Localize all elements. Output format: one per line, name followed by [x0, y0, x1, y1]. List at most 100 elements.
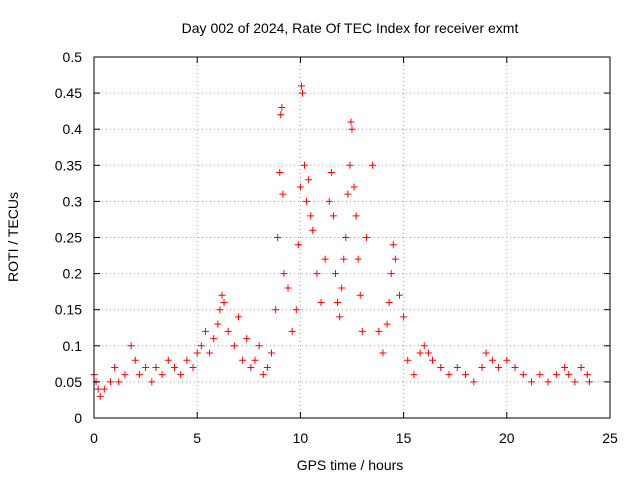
data-point: [148, 378, 156, 386]
data-point: [201, 327, 209, 335]
data-point: [470, 378, 478, 386]
y-tick-label: 0: [74, 410, 82, 426]
y-tick-label: 0.5: [63, 49, 83, 65]
data-point: [317, 298, 325, 306]
data-point: [503, 356, 511, 364]
data-point: [488, 356, 496, 364]
data-point: [321, 255, 329, 263]
data-point: [352, 212, 360, 220]
data-point: [348, 125, 356, 133]
y-tick-label: 0.15: [55, 302, 82, 318]
data-point: [404, 356, 412, 364]
data-point: [387, 270, 395, 278]
data-point: [307, 212, 315, 220]
data-point: [336, 313, 344, 321]
data-point: [342, 234, 350, 241]
data-point: [276, 169, 284, 177]
data-point: [298, 89, 306, 97]
data-point: [327, 169, 335, 177]
data-point: [218, 291, 226, 299]
data-point: [214, 320, 222, 328]
data-point: [462, 371, 470, 379]
data-point: [445, 371, 453, 379]
data-point: [292, 306, 300, 314]
data-point: [131, 356, 139, 364]
data-point: [263, 363, 271, 371]
data-point: [437, 363, 445, 371]
y-tick-label: 0.25: [55, 230, 82, 246]
data-point: [164, 356, 172, 364]
y-tick-label: 0.05: [55, 374, 82, 390]
data-point: [94, 385, 102, 393]
data-point: [346, 161, 354, 169]
data-point: [230, 342, 238, 350]
data-point: [224, 327, 232, 335]
data-point: [255, 342, 263, 350]
data-point: [305, 176, 313, 184]
data-point: [369, 161, 377, 169]
data-point: [296, 183, 304, 191]
data-point: [193, 349, 201, 357]
data-point: [331, 270, 339, 278]
data-point: [577, 363, 585, 371]
y-tick-label: 0.35: [55, 157, 82, 173]
data-point: [585, 378, 593, 386]
data-point: [170, 363, 178, 371]
data-point: [220, 298, 228, 306]
data-point: [362, 234, 370, 241]
y-tick-label: 0.2: [63, 266, 83, 282]
data-point: [482, 349, 490, 357]
data-point: [528, 378, 536, 386]
y-tick-label: 0.4: [63, 121, 83, 137]
data-point: [272, 306, 280, 314]
data-point: [383, 320, 391, 328]
data-point: [183, 356, 191, 364]
chart-title: Day 002 of 2024, Rate Of TEC Index for r…: [182, 20, 519, 36]
data-point: [303, 197, 311, 205]
data-point: [544, 378, 552, 386]
data-point: [294, 241, 302, 249]
data-point: [121, 371, 129, 379]
y-tick-label: 0.1: [63, 338, 83, 354]
data-point: [206, 349, 214, 357]
data-point: [583, 371, 591, 379]
x-tick-label: 10: [293, 430, 309, 446]
x-axis-label: GPS time / hours: [297, 457, 404, 473]
data-point: [107, 378, 115, 386]
data-point: [216, 306, 224, 314]
data-point: [389, 241, 397, 249]
data-point: [420, 342, 428, 350]
data-point: [313, 270, 321, 278]
data-point: [210, 335, 218, 343]
data-points: [90, 82, 593, 400]
data-point: [152, 363, 160, 371]
data-point: [325, 197, 333, 205]
data-point: [478, 363, 486, 371]
data-point: [251, 356, 259, 364]
data-point: [350, 183, 358, 191]
data-point: [424, 349, 432, 357]
data-point: [453, 363, 461, 371]
data-point: [115, 378, 123, 386]
data-point: [111, 363, 119, 371]
data-point: [259, 371, 267, 379]
data-point: [354, 255, 362, 263]
data-point: [519, 371, 527, 379]
data-point: [96, 392, 104, 400]
data-point: [142, 363, 150, 371]
data-point: [277, 111, 285, 119]
data-point: [375, 327, 383, 335]
data-point: [495, 363, 503, 371]
x-tick-label: 15: [396, 430, 412, 446]
y-axis-ticks: 0 0.05 0.1 0.15 0.2 0.25 0.3 0.35 0.4 0.45 0.5: [55, 49, 610, 426]
data-point: [347, 118, 355, 126]
data-point: [135, 371, 143, 379]
data-point: [400, 313, 408, 321]
data-point: [565, 371, 573, 379]
data-point: [234, 313, 242, 321]
y-tick-label: 0.3: [63, 193, 83, 209]
data-point: [268, 349, 276, 357]
x-tick-label: 25: [602, 430, 618, 446]
data-point: [358, 327, 366, 335]
